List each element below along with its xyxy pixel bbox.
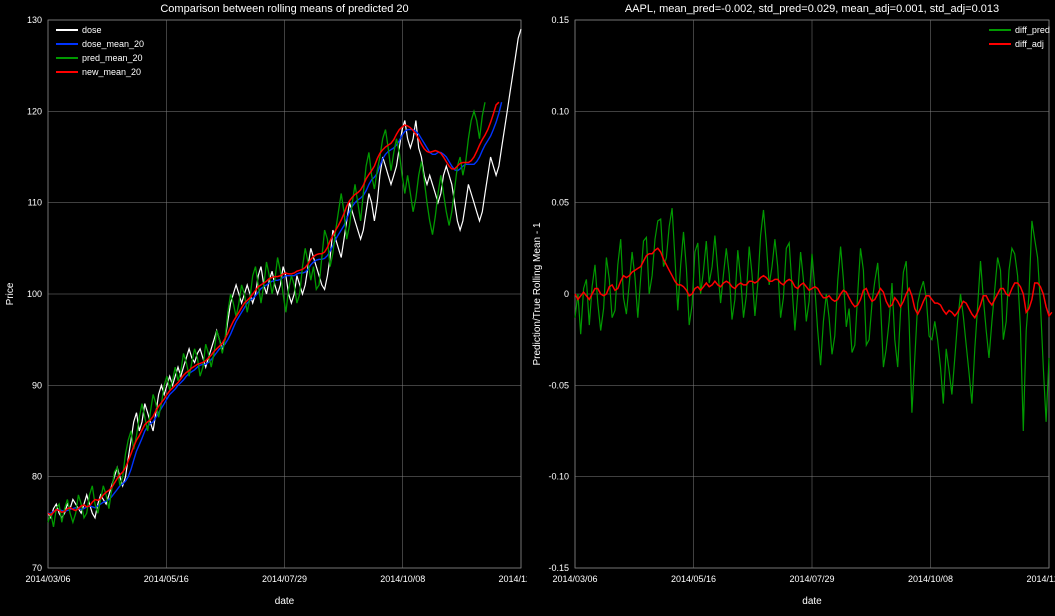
- svg-text:2014/12/18: 2014/12/18: [498, 574, 527, 584]
- svg-text:110: 110: [28, 198, 42, 208]
- svg-text:80: 80: [32, 472, 42, 482]
- svg-text:diff_adj: diff_adj: [1015, 39, 1044, 49]
- svg-text:new_mean_20: new_mean_20: [82, 67, 141, 77]
- svg-text:-0.10: -0.10: [548, 472, 569, 482]
- svg-text:date: date: [802, 596, 822, 607]
- svg-text:date: date: [275, 596, 295, 607]
- svg-text:0.10: 0.10: [551, 106, 569, 116]
- svg-text:0.15: 0.15: [551, 15, 569, 25]
- svg-text:2014/03/06: 2014/03/06: [25, 574, 70, 584]
- svg-text:pred_mean_20: pred_mean_20: [82, 53, 143, 63]
- svg-text:120: 120: [27, 106, 42, 116]
- svg-text:130: 130: [27, 15, 42, 25]
- svg-text:Prediction/True Rolling Mean -: Prediction/True Rolling Mean - 1: [532, 222, 543, 365]
- svg-text:Comparison between rolling mea: Comparison between rolling means of pred…: [160, 3, 408, 15]
- svg-text:2014/10/08: 2014/10/08: [380, 574, 425, 584]
- svg-text:Price: Price: [5, 282, 16, 305]
- svg-text:2014/07/29: 2014/07/29: [789, 574, 834, 584]
- chart-container: 70 80 90 100 110 120 130 2014/03/06 2014/05/16 20…: [0, 0, 1055, 616]
- svg-text:dose_mean_20: dose_mean_20: [82, 39, 144, 49]
- svg-text:2014/07/29: 2014/07/29: [262, 574, 307, 584]
- svg-text:70: 70: [32, 563, 42, 573]
- svg-text:dose: dose: [82, 25, 102, 35]
- svg-text:-0.15: -0.15: [548, 563, 569, 573]
- svg-text:2014/03/06: 2014/03/06: [552, 574, 597, 584]
- svg-text:2014/10/08: 2014/10/08: [908, 574, 953, 584]
- right-panel: -0.15 -0.10 -0.05 0 0.05 0.10 0.15 2014/03/06 20…: [527, 0, 1055, 616]
- svg-text:100: 100: [27, 289, 42, 299]
- svg-text:0.05: 0.05: [551, 198, 569, 208]
- svg-text:0: 0: [564, 289, 569, 299]
- svg-text:diff_pred: diff_pred: [1015, 25, 1050, 35]
- left-panel: 70 80 90 100 110 120 130 2014/03/06 2014/05/16 20…: [0, 0, 527, 616]
- svg-text:AAPL, mean_pred=-0.002, std_pr: AAPL, mean_pred=-0.002, std_pred=0.029, …: [625, 3, 999, 15]
- svg-text:-0.05: -0.05: [548, 380, 569, 390]
- svg-text:2014/05/16: 2014/05/16: [144, 574, 189, 584]
- svg-text:90: 90: [32, 380, 42, 390]
- svg-text:2014/12/18: 2014/12/18: [1026, 574, 1055, 584]
- svg-text:2014/05/16: 2014/05/16: [671, 574, 716, 584]
